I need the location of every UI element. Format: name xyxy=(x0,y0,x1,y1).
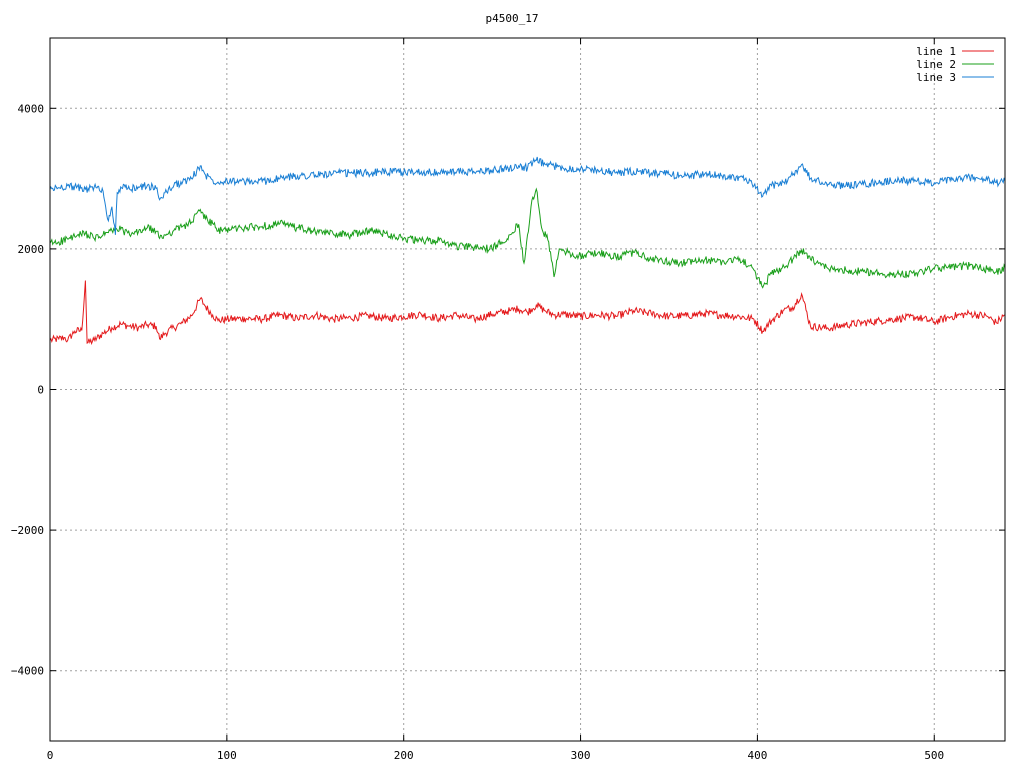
series-line-2 xyxy=(49,187,1006,289)
x-tick-label: 100 xyxy=(217,749,237,762)
x-tick-label: 400 xyxy=(747,749,767,762)
x-tick-label: 300 xyxy=(571,749,591,762)
chart-title: p4500_17 xyxy=(486,12,539,25)
y-tick-label: 0 xyxy=(37,384,44,397)
y-tick-label: 4000 xyxy=(18,102,45,115)
legend-label: line 1 xyxy=(916,45,956,58)
x-tick-label: 0 xyxy=(47,749,54,762)
grid xyxy=(50,38,1005,741)
y-axis-ticks: 4000 2000 0 −2000 −4000 xyxy=(11,102,1005,678)
x-tick-label: 200 xyxy=(394,749,414,762)
series-layer xyxy=(49,156,1006,346)
series-line-3 xyxy=(49,156,1006,235)
legend-label: line 2 xyxy=(916,58,956,71)
y-tick-label: −4000 xyxy=(11,665,44,678)
x-axis-ticks: 0 100 200 300 400 500 xyxy=(47,38,944,762)
series-line-1 xyxy=(49,280,1006,346)
y-tick-label: 2000 xyxy=(18,243,45,256)
legend-label: line 3 xyxy=(916,71,956,84)
y-tick-label: −2000 xyxy=(11,524,44,537)
x-tick-label: 500 xyxy=(924,749,944,762)
